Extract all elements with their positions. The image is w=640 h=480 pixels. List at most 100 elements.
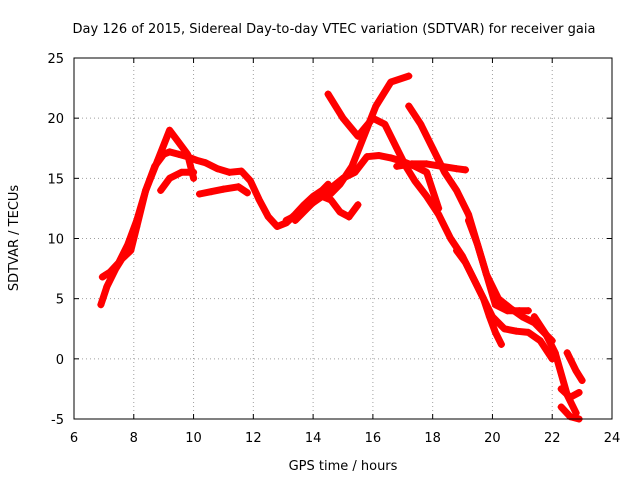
data-point (548, 337, 556, 345)
data-point (453, 165, 461, 173)
data-point (291, 216, 299, 224)
y-tick-label: -5 (51, 413, 64, 428)
data-point (207, 188, 215, 196)
data-point (255, 196, 263, 204)
data-point (551, 349, 559, 357)
data-point (423, 160, 431, 168)
data-point (387, 154, 395, 162)
x-tick-label: 20 (484, 431, 501, 446)
data-point (474, 241, 481, 249)
data-point (557, 385, 565, 393)
data-point (142, 186, 150, 194)
data-point (381, 120, 389, 128)
y-tick-label: 15 (47, 172, 64, 187)
data-point (429, 144, 437, 152)
data-point (354, 132, 362, 140)
data-point (315, 192, 323, 200)
series-track-3 (157, 168, 198, 194)
data-point (485, 313, 493, 321)
data-point (518, 313, 526, 321)
data-point (190, 174, 198, 182)
data-point (157, 186, 165, 194)
data-point (124, 241, 132, 249)
data-point (202, 159, 210, 167)
data-point (393, 162, 401, 170)
data-point (103, 283, 111, 291)
data-point (375, 151, 383, 159)
data-point (471, 277, 479, 285)
data-point (246, 177, 254, 185)
x-axis-label: GPS time / hours (289, 459, 398, 474)
data-point (441, 168, 449, 176)
data-point (536, 337, 544, 345)
data-point (243, 189, 251, 197)
data-point (175, 150, 183, 158)
data-point (491, 328, 499, 336)
data-point (497, 340, 505, 348)
y-tick-label: 10 (47, 233, 64, 248)
data-point (166, 148, 174, 156)
data-point (512, 327, 520, 335)
data-point (542, 331, 550, 339)
data-point (411, 177, 419, 185)
data-point (453, 247, 461, 255)
chart-title: Day 126 of 2015, Sidereal Day-to-day VTE… (73, 22, 596, 37)
data-point (465, 216, 473, 224)
data-point (500, 325, 508, 333)
data-point (506, 304, 514, 312)
series-track-6 (345, 201, 362, 221)
data-point (225, 168, 233, 176)
data-point (575, 389, 583, 397)
y-axis-label: SDTVAR / TECUs (7, 185, 22, 292)
data-point (336, 208, 344, 216)
data-point (524, 307, 532, 315)
series-track-16 (563, 349, 586, 384)
data-point (154, 156, 162, 164)
data-point (133, 216, 141, 224)
data-point (557, 403, 565, 411)
series-group (97, 72, 586, 423)
x-tick-label: 18 (424, 431, 441, 446)
data-point (324, 90, 332, 98)
data-point (447, 235, 455, 242)
x-tick-label: 24 (604, 431, 621, 446)
data-point (213, 165, 221, 173)
x-tick-label: 14 (305, 431, 322, 446)
data-point (563, 349, 571, 357)
data-point (175, 138, 183, 146)
data-point (435, 210, 443, 218)
data-point (234, 183, 242, 191)
data-point (482, 271, 490, 279)
data-point (494, 295, 502, 303)
x-tick-label: 8 (130, 431, 138, 446)
data-point (193, 156, 201, 164)
data-point (423, 192, 431, 200)
data-point (196, 190, 204, 198)
series-track-11 (405, 102, 532, 315)
data-point (184, 150, 192, 158)
series-track-8 (324, 72, 413, 200)
data-point (339, 114, 347, 122)
data-point (115, 259, 123, 267)
data-point (408, 160, 416, 168)
data-point (363, 153, 371, 161)
data-point (578, 376, 586, 384)
data-point (190, 168, 198, 176)
data-point (453, 186, 461, 194)
data-point (372, 102, 380, 110)
data-point (387, 78, 395, 86)
series-track-9 (324, 90, 556, 363)
data-point (336, 180, 344, 188)
data-point (303, 204, 311, 212)
data-point (572, 367, 580, 375)
data-point (98, 273, 106, 281)
y-tick-label: 0 (56, 353, 64, 368)
data-point (97, 301, 105, 309)
data-point (282, 216, 290, 224)
data-point (462, 166, 470, 174)
data-point (566, 393, 574, 401)
data-point (491, 301, 499, 309)
data-point (354, 201, 362, 209)
data-point (348, 162, 356, 170)
